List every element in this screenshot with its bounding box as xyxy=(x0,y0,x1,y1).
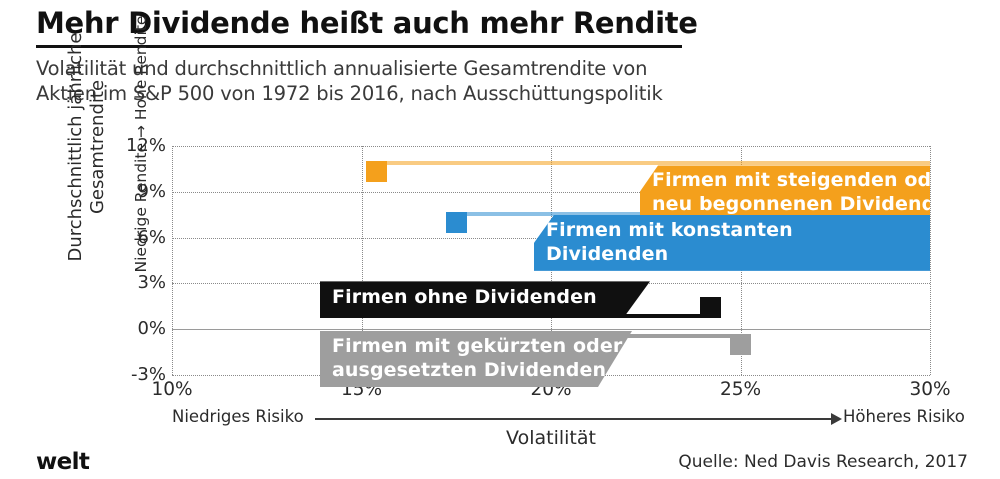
series-label-line1: Firmen mit gekürzten oder xyxy=(332,334,623,357)
y-axis-tick-label: -3% xyxy=(130,364,166,385)
series-label-line2: Dividenden xyxy=(546,242,669,265)
chart-subtitle: Volatilität und durchschnittlich annuali… xyxy=(36,56,966,106)
series-label-line1: Firmen ohne Dividenden xyxy=(332,286,597,309)
series-label[interactable]: Firmen ohne Dividenden xyxy=(320,281,650,314)
series-label-line1: Firmen mit steigenden oder xyxy=(652,169,954,192)
series-label[interactable]: Firmen mit konstanten Dividenden xyxy=(534,214,930,271)
title-divider xyxy=(36,45,682,48)
gridline-vertical xyxy=(172,146,173,375)
zero-baseline xyxy=(172,329,930,331)
series-connector xyxy=(320,314,702,319)
x-axis-tick-label: 30% xyxy=(909,379,951,400)
y-axis-tick-label: 0% xyxy=(137,318,166,340)
risk-axis-row: Niedriges Risiko Höheres Risiko xyxy=(0,405,1000,429)
source-note: Quelle: Ned Davis Research, 2017 xyxy=(678,452,968,472)
data-point-marker[interactable] xyxy=(366,161,388,183)
x-axis-tick-label: 10% xyxy=(151,379,193,400)
chart-header: Mehr Dividende heißt auch mehr Rendite V… xyxy=(36,4,966,106)
page-title: Mehr Dividende heißt auch mehr Rendite xyxy=(36,6,698,40)
series-label-line2: ausgesetzten Dividenden xyxy=(332,358,607,381)
data-point-marker[interactable] xyxy=(699,297,721,319)
series-label[interactable]: Firmen mit gekürzten oder ausgesetzten Di… xyxy=(320,331,632,387)
risk-arrow-line xyxy=(315,418,833,420)
data-point-marker[interactable] xyxy=(730,333,751,355)
y-axis-ticks: 12% 9% 6% 3% 0% -3% xyxy=(104,135,166,385)
y-axis-tick-label: 12% xyxy=(125,135,166,156)
y-axis-tick-label: 6% xyxy=(137,226,166,248)
gridline-vertical xyxy=(930,146,931,375)
risk-low-label: Niedriges Risiko xyxy=(172,407,304,426)
x-axis-title: Volatilität xyxy=(506,427,596,449)
series-label-line2: neu begonnenen Dividenden xyxy=(652,193,962,216)
chart-subtitle-line1: Volatilität und durchschnittlich annuali… xyxy=(36,57,648,80)
gridline-vertical xyxy=(361,146,363,375)
x-axis-tick-label: 25% xyxy=(719,379,762,400)
risk-arrow-head-icon xyxy=(831,413,842,425)
welt-logo: welt xyxy=(36,449,90,475)
risk-high-label: Höheres Risiko xyxy=(843,407,965,426)
series-label[interactable]: Firmen mit steigenden oder neu begonnenen… xyxy=(640,165,962,222)
series-label-line1: Firmen mit konstanten xyxy=(546,218,793,241)
y-axis-tick-label: 9% xyxy=(137,180,166,202)
y-axis-title-line1: Durchschnittlich jährliche xyxy=(65,32,86,262)
plot-area: Firmen mit steigenden oder neu begonnenen… xyxy=(172,146,962,375)
y-axis-title: Durchschnittlich jährliche Gesamtrendite xyxy=(65,2,109,292)
series-connector xyxy=(385,161,930,166)
data-point-marker[interactable] xyxy=(445,211,467,233)
y-axis-tick-label: 3% xyxy=(137,272,166,294)
chart-subtitle-line2: Aktien im S&P 500 von 1972 bis 2016, nac… xyxy=(36,82,663,105)
